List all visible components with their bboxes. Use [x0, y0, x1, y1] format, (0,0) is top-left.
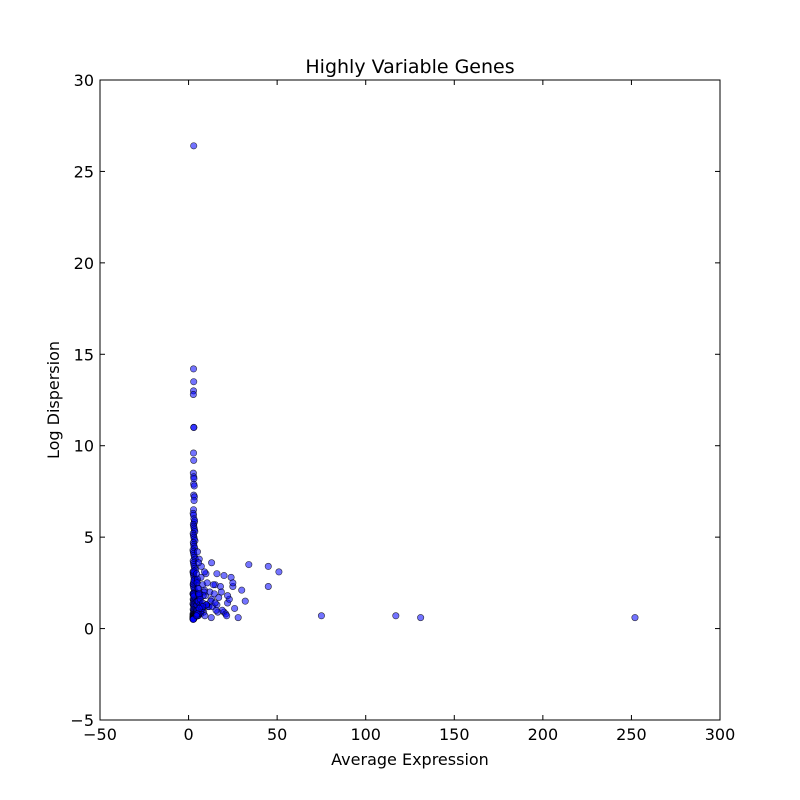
x-tick-label: 200 — [528, 725, 559, 744]
data-point — [276, 569, 282, 575]
data-point — [208, 614, 214, 620]
data-point — [221, 572, 227, 578]
x-tick-label: 150 — [439, 725, 470, 744]
data-point — [230, 580, 236, 586]
data-point — [191, 379, 197, 385]
x-tick-label: 250 — [616, 725, 647, 744]
data-point — [235, 614, 241, 620]
data-point — [239, 587, 245, 593]
data-point — [318, 613, 324, 619]
y-axis-label: Log Dispersion — [44, 341, 63, 459]
data-point — [223, 613, 229, 619]
data-point — [191, 497, 197, 503]
data-point — [212, 600, 218, 606]
data-point — [265, 583, 271, 589]
data-point — [218, 589, 224, 595]
data-point — [265, 563, 271, 569]
data-point — [191, 424, 197, 430]
data-point — [190, 450, 196, 456]
y-tick-label: 25 — [74, 162, 94, 181]
data-point — [246, 561, 252, 567]
data-point — [231, 605, 237, 611]
data-point — [194, 580, 200, 586]
data-point — [201, 569, 207, 575]
data-point — [210, 581, 216, 587]
data-point — [202, 613, 208, 619]
data-point — [193, 613, 199, 619]
y-tick-label: 0 — [84, 620, 94, 639]
data-point — [224, 592, 230, 598]
data-point — [194, 549, 200, 555]
data-point — [417, 614, 423, 620]
y-tick-label: 30 — [74, 71, 94, 90]
data-point — [191, 483, 197, 489]
data-point — [204, 580, 210, 586]
x-tick-label: 50 — [267, 725, 287, 744]
y-tick-label: 20 — [74, 254, 94, 273]
x-tick-label: 0 — [183, 725, 193, 744]
y-tick-label: 10 — [74, 437, 94, 456]
data-point — [191, 143, 197, 149]
data-point — [242, 598, 248, 604]
y-tick-label: −5 — [70, 711, 94, 730]
y-tick-label: 5 — [84, 528, 94, 547]
data-point — [196, 591, 202, 597]
data-point — [190, 366, 196, 372]
x-axis-label: Average Expression — [331, 750, 489, 769]
data-point — [211, 591, 217, 597]
data-point — [393, 613, 399, 619]
data-point — [632, 614, 638, 620]
data-point — [214, 571, 220, 577]
data-point — [191, 457, 197, 463]
data-point — [208, 560, 214, 566]
x-tick-label: 100 — [350, 725, 381, 744]
x-tick-label: 300 — [705, 725, 736, 744]
data-point — [190, 391, 196, 397]
data-point — [195, 560, 201, 566]
chart-title: Highly Variable Genes — [305, 56, 514, 78]
y-tick-label: 15 — [74, 345, 94, 364]
